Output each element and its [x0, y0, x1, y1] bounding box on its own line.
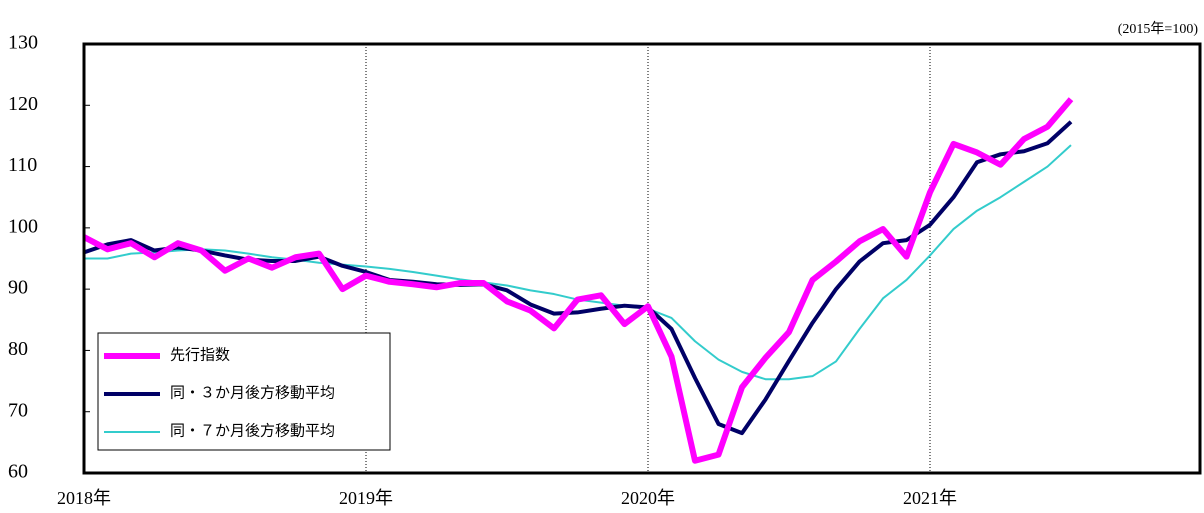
y-tick-label: 130 — [8, 32, 38, 54]
series-line — [82, 97, 1074, 464]
x-tick-label: 2020年 — [621, 488, 675, 508]
legend-label: 同・７か月後方移動平均 — [170, 422, 335, 439]
unit-note: (2015年=100) — [1118, 21, 1199, 37]
y-tick-label: 110 — [8, 154, 37, 176]
y-tick-label: 90 — [8, 277, 28, 299]
y-tick-label: 100 — [8, 215, 38, 237]
y-tick-label: 60 — [8, 461, 28, 483]
y-tick-label: 120 — [8, 93, 38, 115]
legend-label: 同・３か月後方移動平均 — [170, 384, 335, 401]
y-tick-label: 70 — [8, 399, 28, 421]
plot-frame — [82, 42, 1202, 475]
legend-label: 先行指数 — [170, 346, 230, 363]
legend-box — [97, 332, 391, 451]
x-tick-label: 2019年 — [339, 488, 393, 508]
x-tick-label: 2021年 — [903, 488, 957, 508]
y-tick-label: 80 — [8, 338, 28, 360]
x-tick-label: 2018年 — [57, 488, 111, 508]
